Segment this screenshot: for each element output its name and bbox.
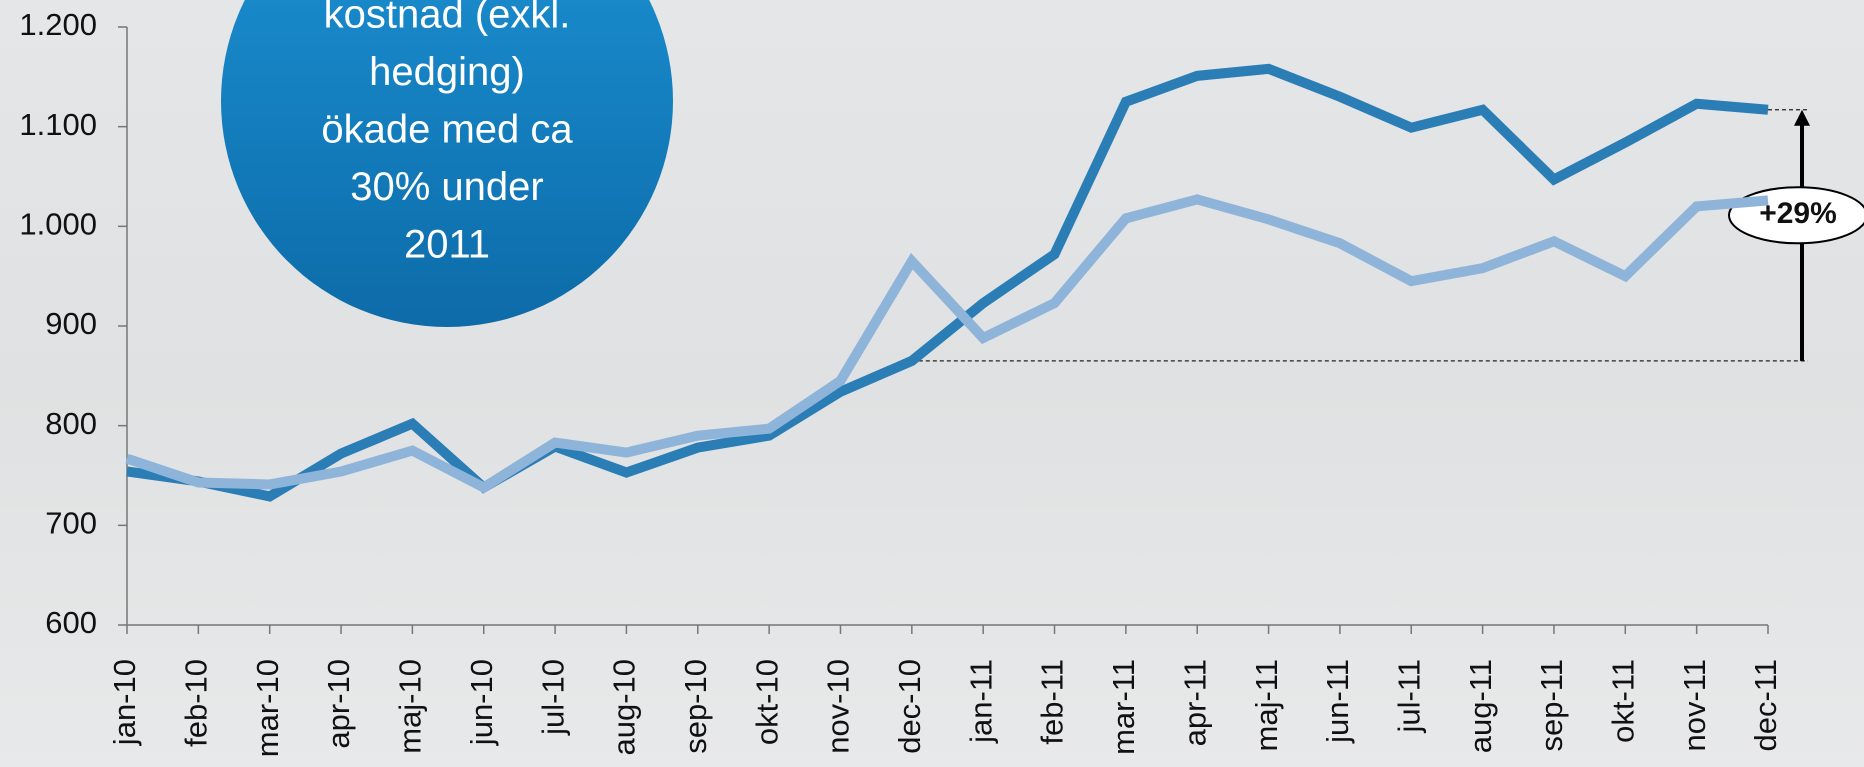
x-tick-label: mar-11 <box>1106 659 1141 755</box>
x-tick-label: jan-10 <box>107 659 142 746</box>
page: 600 700 800 900 1.000 1.100 1.200 jan-10 feb-10 m… <box>0 0 1864 767</box>
x-tick-label: aug-10 <box>607 659 642 756</box>
y-tick-label: 900 <box>45 306 97 341</box>
change-label: +29% <box>1759 197 1837 230</box>
x-tick-label: okt-10 <box>749 659 784 745</box>
x-tick-label: maj-10 <box>393 659 428 754</box>
x-tick-label: mar-10 <box>250 659 285 757</box>
x-tick-label: feb-10 <box>179 659 214 747</box>
x-tick-label: dec-10 <box>892 659 927 754</box>
x-tick-label: sep-11 <box>1534 659 1569 752</box>
callout-text: ökade med ca <box>321 108 573 152</box>
x-tick-label: jul-11 <box>1391 659 1426 734</box>
x-tick-label: apr-10 <box>321 659 356 749</box>
x-tick-label: aug-11 <box>1463 659 1498 753</box>
y-tick-label: 1.100 <box>19 107 97 142</box>
y-tick-label: 700 <box>45 506 97 541</box>
x-tick-label: sep-10 <box>678 659 713 754</box>
chart: 600 700 800 900 1.000 1.100 1.200 jan-10 feb-10 m… <box>0 0 1864 767</box>
x-tick-label: jan-11 <box>963 659 998 744</box>
callout-text: hedging) <box>369 50 525 94</box>
callout-text: kostnad (exkl. <box>324 0 571 37</box>
x-tick-label: jun-11 <box>1320 659 1355 744</box>
x-tick-label: maj-11 <box>1249 659 1284 751</box>
y-tick-label: 600 <box>45 605 97 640</box>
x-tick-label: nov-10 <box>821 659 856 754</box>
y-tick-label: 1.200 <box>19 7 97 42</box>
x-tick-label: feb-11 <box>1035 659 1070 745</box>
x-tick-label: jun-10 <box>464 659 499 746</box>
y-tick-label: 1.000 <box>19 207 97 242</box>
x-tick-label: apr-11 <box>1177 659 1212 746</box>
callout-text: 30% under <box>350 165 543 209</box>
callout-text: 2011 <box>404 223 490 267</box>
x-tick-label: okt-11 <box>1605 659 1640 743</box>
x-tick-label: nov-11 <box>1677 659 1712 752</box>
x-tick-label: jul-10 <box>535 659 570 736</box>
y-tick-label: 800 <box>45 406 97 441</box>
x-tick-label: dec-11 <box>1748 659 1783 752</box>
